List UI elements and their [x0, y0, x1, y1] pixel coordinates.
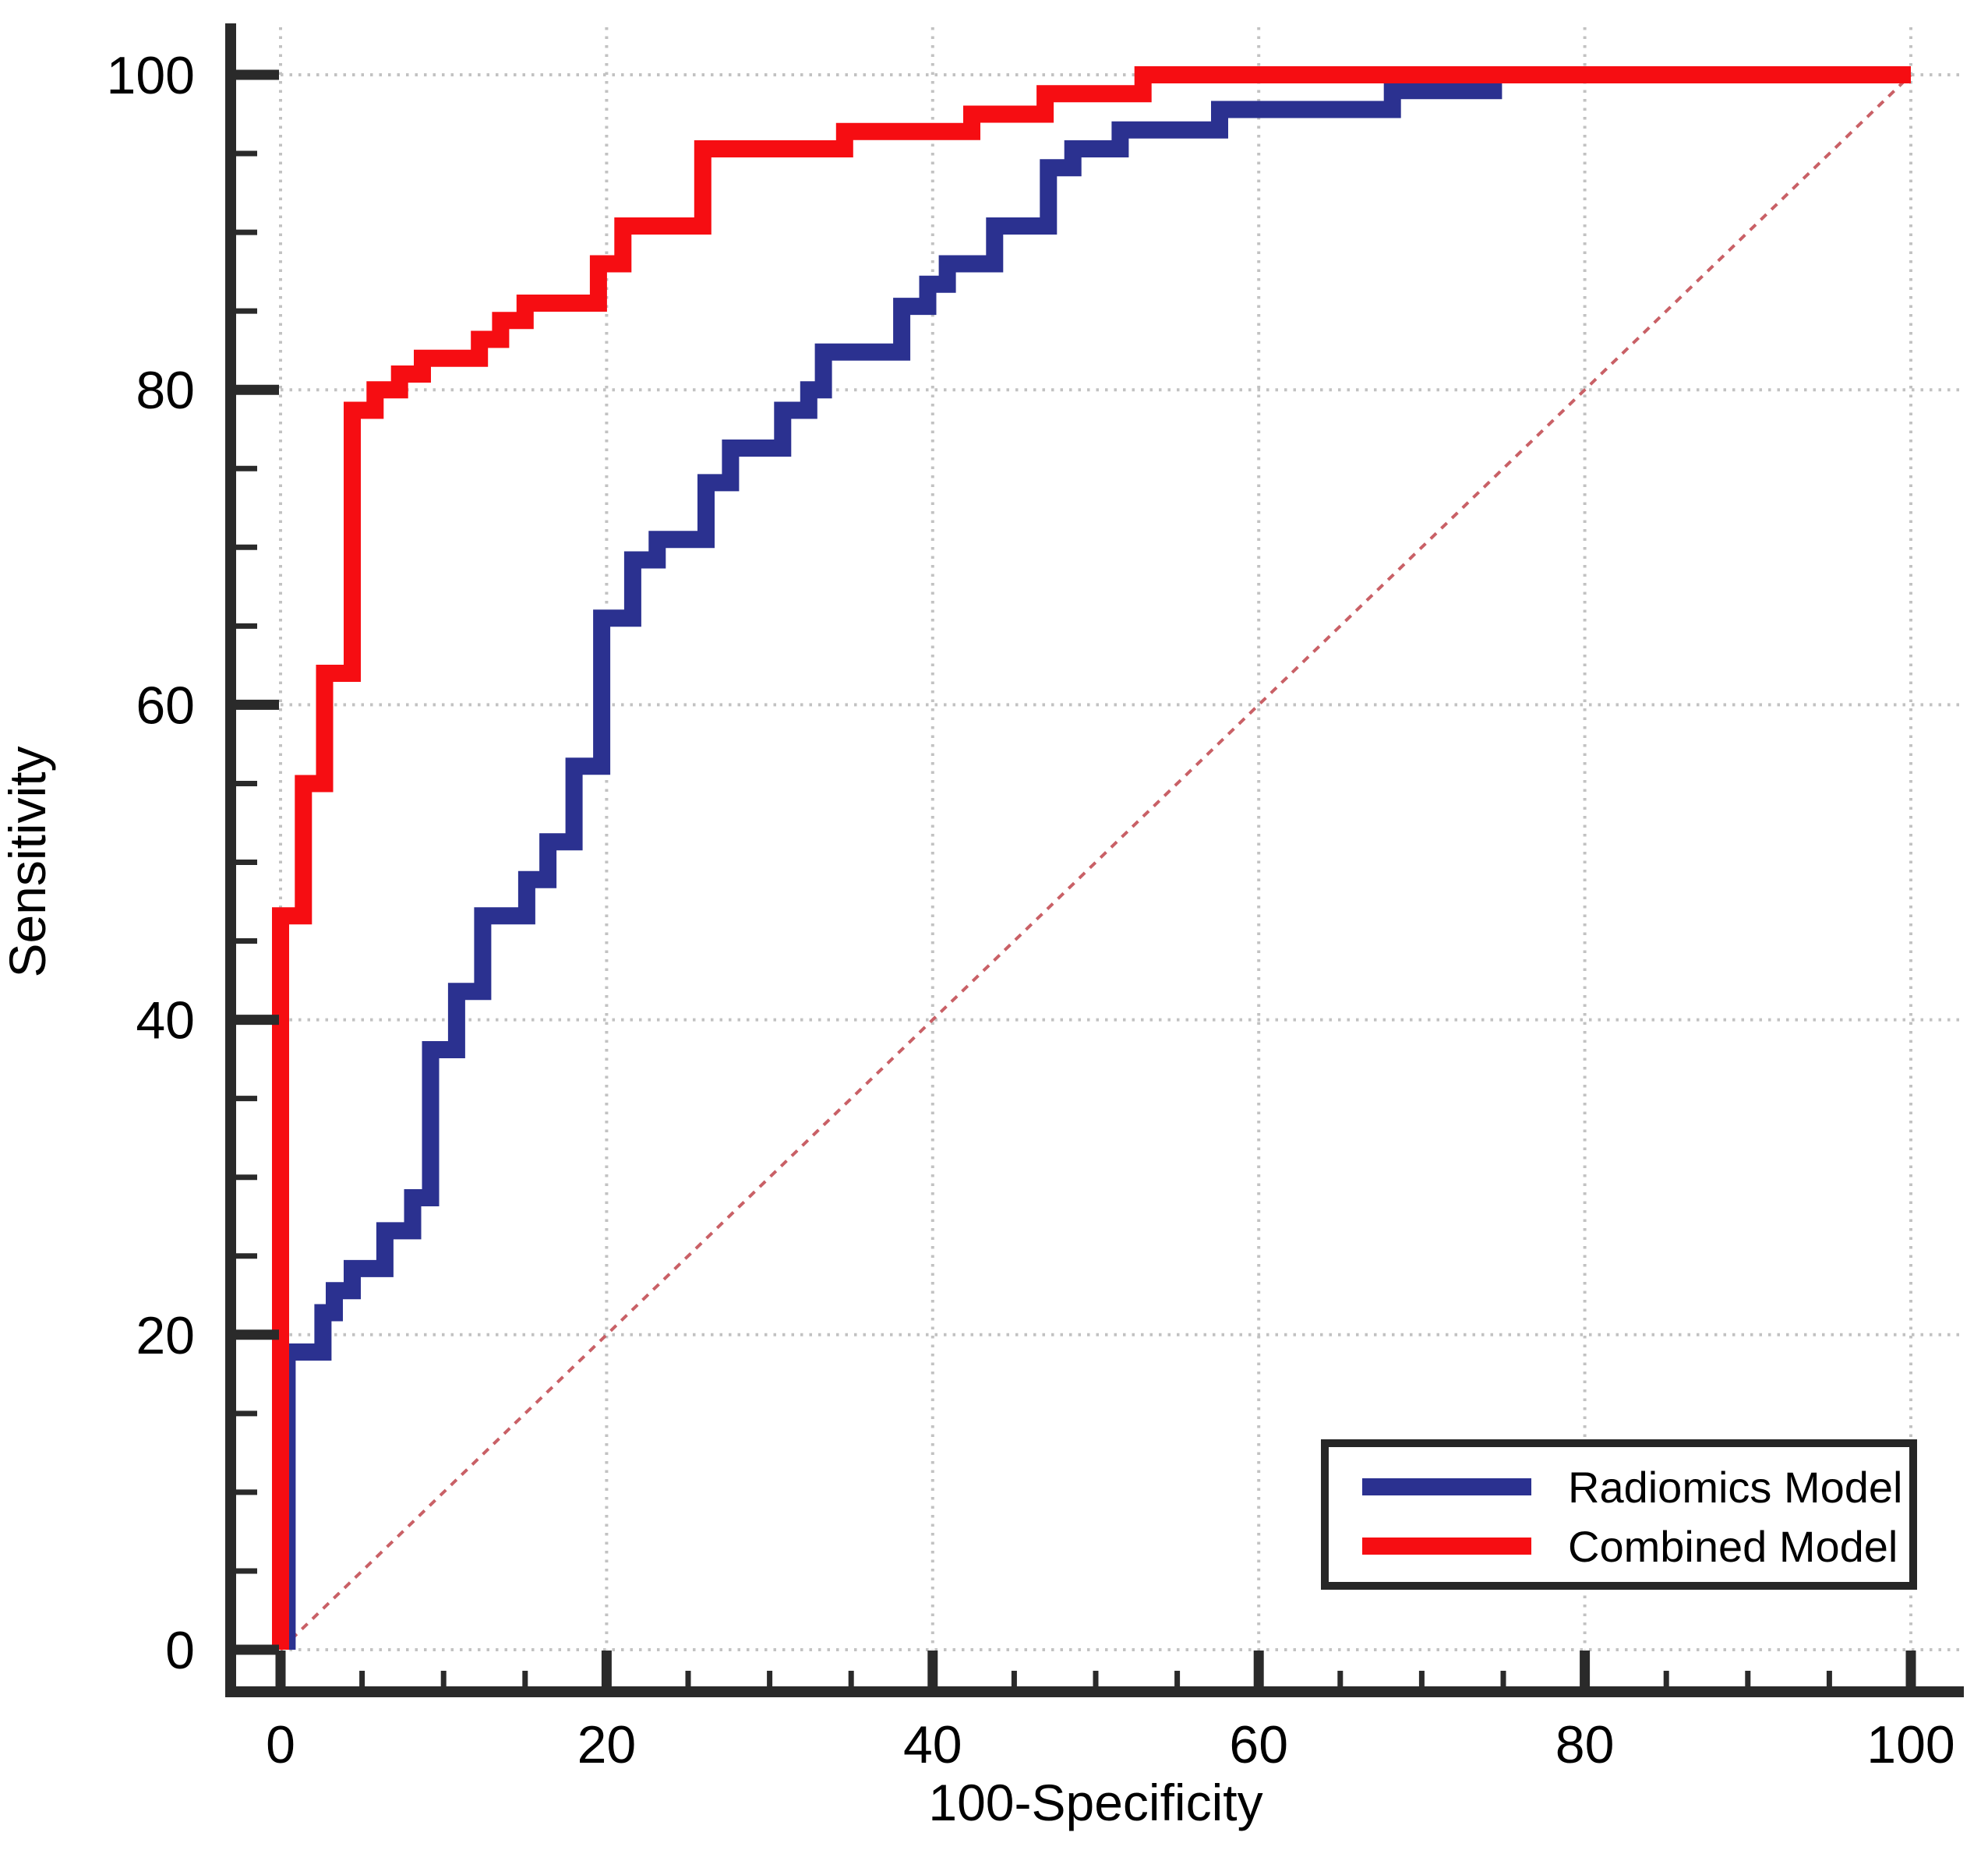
y-tick-label-100: 100: [107, 46, 195, 105]
x-tick-label-60: 60: [1229, 1715, 1288, 1774]
x-tick-label-0: 0: [266, 1715, 295, 1774]
y-axis-title: Sensitivity: [0, 746, 56, 977]
roc-curve-radiomics-model: [278, 66, 1911, 1650]
x-tick-label-20: 20: [577, 1715, 637, 1774]
y-tick-label-20: 20: [136, 1306, 195, 1365]
chance-diagonal: [279, 73, 1912, 1651]
y-tick-label-80: 80: [136, 361, 195, 420]
x-tick-label-100: 100: [1866, 1715, 1954, 1774]
y-tick-label-60: 60: [136, 676, 195, 735]
legend-label-combined: Combined Model: [1568, 1522, 1898, 1571]
roc-curve-combined-model: [272, 66, 1911, 1650]
chance-diagonal-line: [279, 73, 1912, 1651]
tick-labels: 0 20 40 60 80 100 0 20 40 60 80 100: [107, 46, 1955, 1774]
legend-border: [1321, 1439, 1917, 1590]
y-tick-label-40: 40: [136, 991, 195, 1050]
y-tick-label-0: 0: [165, 1621, 195, 1680]
roc-curves: [272, 66, 1911, 1650]
x-tick-label-80: 80: [1555, 1715, 1615, 1774]
legend-box: Radiomics Model Combined Model: [1321, 1439, 1917, 1590]
x-tick-label-40: 40: [903, 1715, 962, 1774]
x-axis-title: 100-Specificity: [928, 1774, 1262, 1831]
axis-ticks: [231, 69, 1916, 1692]
legend-label-radiomics: Radiomics Model: [1568, 1463, 1903, 1512]
